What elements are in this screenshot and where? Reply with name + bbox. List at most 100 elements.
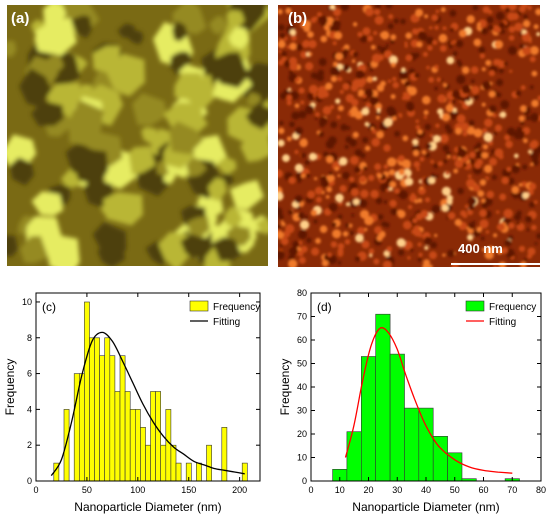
grain (400, 18, 406, 25)
histogram-bar (104, 337, 111, 482)
grain (448, 100, 453, 105)
grain (466, 226, 470, 230)
grain (467, 174, 472, 179)
grain (355, 233, 364, 243)
grain (531, 224, 537, 231)
grain (19, 68, 52, 108)
grain (141, 127, 158, 145)
grain (313, 219, 318, 224)
grain (423, 110, 429, 115)
grain (328, 202, 338, 212)
grain (278, 24, 285, 31)
histogram-bar (418, 407, 434, 482)
grain (407, 256, 411, 260)
grain (439, 134, 449, 144)
grain (465, 96, 471, 102)
grain (497, 60, 506, 68)
grain (340, 5, 350, 11)
grain (323, 24, 330, 31)
grain (445, 170, 450, 176)
grain (326, 158, 332, 164)
grain (187, 216, 210, 240)
panel-label-b: (b) (288, 10, 308, 27)
grain (334, 31, 343, 40)
grain (528, 40, 532, 44)
grain (308, 152, 317, 161)
histogram-bar (94, 337, 100, 482)
grain (365, 7, 374, 17)
grain (335, 98, 341, 104)
grain (481, 198, 486, 203)
grain (339, 89, 344, 94)
grain (278, 250, 285, 260)
grain (520, 131, 525, 136)
grain (315, 196, 322, 203)
grain (522, 20, 531, 28)
grain (482, 128, 488, 134)
grain (128, 146, 156, 175)
grain (462, 163, 467, 168)
grain (428, 264, 433, 267)
grain (416, 41, 423, 48)
histogram-bar (196, 462, 202, 482)
grain (480, 236, 485, 241)
grain (434, 25, 439, 30)
histogram-bar (160, 444, 167, 482)
grain (481, 67, 486, 72)
grain (364, 145, 371, 152)
grain (31, 191, 64, 216)
grain (399, 114, 403, 118)
grain (352, 51, 359, 58)
grain (321, 259, 329, 267)
grain (427, 45, 433, 51)
grain (286, 136, 292, 142)
grain (352, 22, 358, 27)
grain (327, 252, 332, 257)
grain (294, 163, 304, 173)
afm-image-b-graphic (278, 5, 540, 267)
grain (68, 100, 105, 147)
grain (467, 209, 474, 216)
grain (385, 188, 389, 192)
grain (352, 131, 359, 138)
grain (366, 76, 374, 83)
grain (305, 62, 314, 71)
histogram-bar (389, 353, 405, 482)
y-axis-label: Frequency (3, 359, 17, 416)
grain (285, 224, 295, 234)
grain (315, 112, 320, 117)
x-tick-label: 50 (82, 485, 92, 495)
grain (484, 118, 493, 128)
grain (471, 79, 475, 84)
grain (376, 84, 385, 92)
histogram-bar (155, 391, 162, 482)
grain (476, 226, 483, 233)
grain (507, 46, 517, 55)
grain (336, 115, 341, 120)
grain (289, 29, 297, 36)
grain (353, 198, 360, 206)
grain (329, 104, 335, 110)
grain (461, 85, 471, 94)
grain (390, 39, 395, 45)
grain (362, 94, 367, 99)
grain (383, 164, 389, 170)
grain (483, 132, 493, 142)
grain (442, 26, 447, 31)
histogram-bar (150, 391, 156, 482)
fit-curve (50, 331, 245, 476)
grain (479, 46, 485, 52)
grain (281, 51, 287, 57)
grain (446, 199, 453, 205)
grain (456, 114, 466, 123)
grain (307, 190, 316, 199)
grain (289, 42, 297, 51)
grain (529, 46, 539, 55)
grain (518, 115, 525, 122)
grain (308, 39, 317, 49)
grain (458, 29, 467, 38)
grain (406, 164, 411, 169)
x-tick-label: 10 (335, 485, 345, 495)
grain (449, 9, 457, 17)
grain (456, 59, 462, 65)
